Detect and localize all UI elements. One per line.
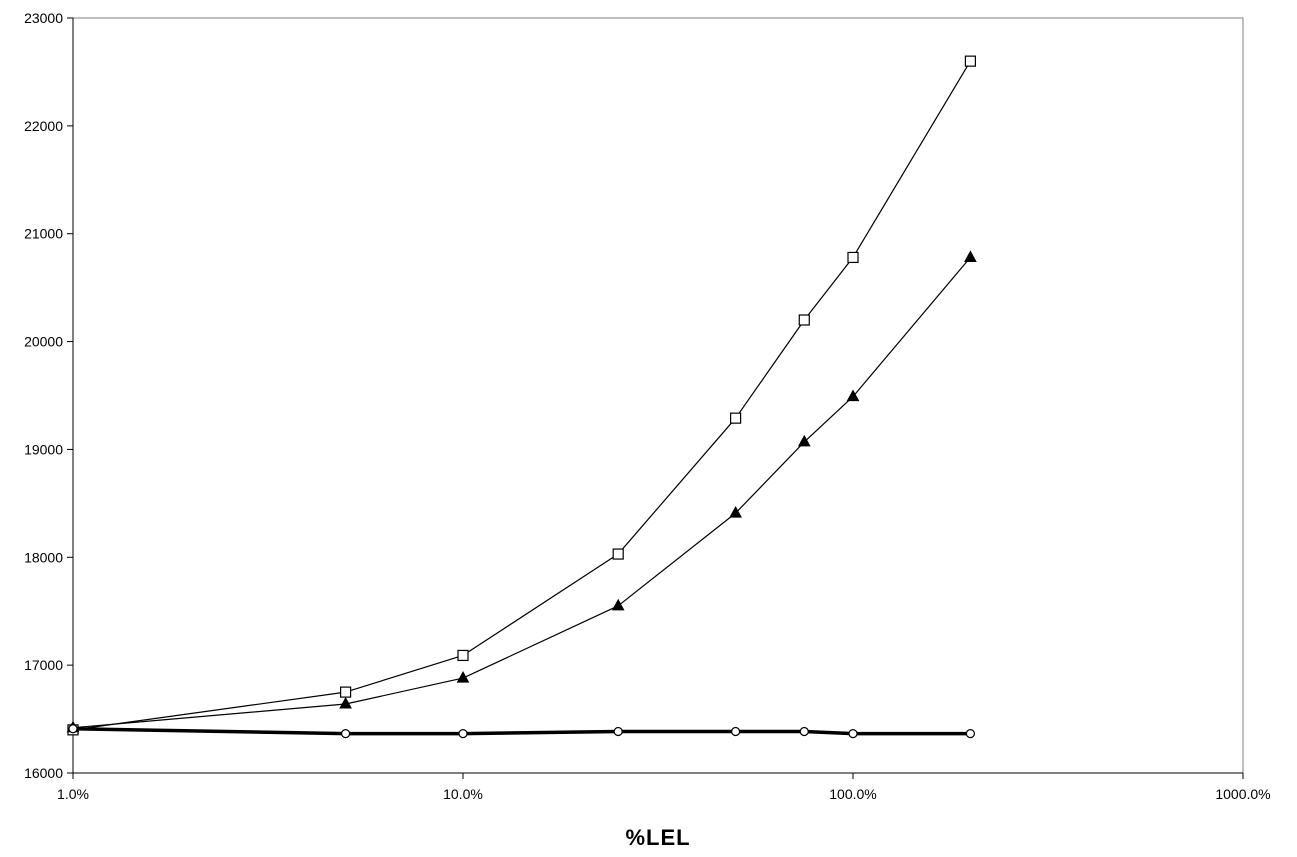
- data-point: [458, 729, 468, 739]
- x-tick-label: 100.0%: [829, 786, 876, 802]
- data-point: [797, 434, 811, 447]
- y-axis: 16000 17000 18000 19000 20000 21000 22000 23000: [24, 10, 74, 781]
- x-tick-label: 1.0%: [57, 786, 89, 802]
- data-point: [339, 696, 352, 709]
- data-point: [965, 729, 976, 739]
- series-3: [68, 724, 976, 739]
- series-layer: [66, 55, 977, 739]
- data-point: [457, 649, 469, 662]
- data-point: [847, 251, 859, 264]
- data-point: [964, 250, 977, 262]
- data-point: [456, 671, 470, 683]
- data-point: [68, 724, 78, 734]
- y-tick-label: 20000: [24, 334, 63, 350]
- series-line: [72, 727, 971, 736]
- y-tick-label: 18000: [24, 549, 63, 565]
- data-point: [612, 548, 624, 560]
- series-line: [72, 257, 971, 729]
- y-tick-label: 23000: [24, 10, 63, 26]
- data-point: [613, 726, 623, 737]
- y-tick-label: 16000: [24, 765, 63, 781]
- data-point: [611, 598, 625, 611]
- data-point: [848, 729, 858, 739]
- y-tick-label: 19000: [24, 441, 63, 457]
- x-tick-label: 10.0%: [443, 786, 483, 802]
- data-point: [729, 506, 742, 518]
- data-point: [799, 726, 809, 737]
- data-point: [964, 55, 977, 67]
- series-line: [72, 60, 971, 731]
- y-tick-label: 22000: [24, 118, 63, 134]
- series-1: [67, 55, 977, 736]
- plot-area: [72, 17, 1244, 774]
- y-tick-label: 17000: [24, 657, 63, 673]
- data-point: [730, 726, 741, 737]
- y-tick-label: 21000: [24, 226, 63, 242]
- x-axis: 1.0% 10.0% 100.0% 1000.0%: [57, 772, 1271, 802]
- data-point: [846, 389, 860, 402]
- data-point: [798, 314, 810, 326]
- data-point: [339, 686, 352, 698]
- data-point: [729, 412, 742, 424]
- x-tick-label: 1000.0%: [1215, 786, 1270, 802]
- x-axis-title: %LEL: [625, 825, 690, 850]
- data-point: [340, 729, 351, 739]
